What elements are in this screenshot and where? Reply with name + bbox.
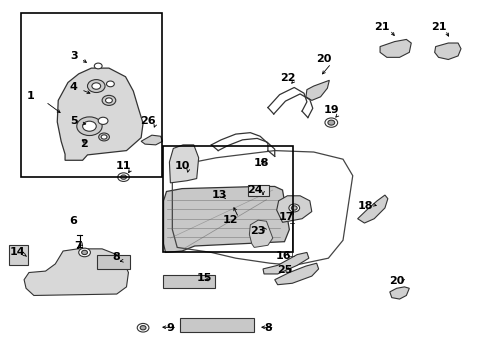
Text: 12: 12: [223, 215, 238, 225]
Circle shape: [101, 135, 107, 139]
Circle shape: [137, 323, 149, 332]
Text: 10: 10: [174, 161, 189, 171]
Text: 2: 2: [80, 139, 87, 149]
Text: 18: 18: [357, 201, 372, 211]
Bar: [9, 244, 28, 265]
Text: 4: 4: [70, 82, 78, 92]
Polygon shape: [357, 195, 387, 223]
Circle shape: [105, 98, 112, 103]
Circle shape: [121, 175, 126, 179]
Text: 9: 9: [166, 323, 174, 333]
Circle shape: [92, 83, 101, 89]
Text: 26: 26: [140, 116, 156, 126]
Text: 18: 18: [253, 158, 269, 168]
Bar: [180, 319, 254, 332]
Polygon shape: [276, 196, 311, 222]
Text: 14: 14: [10, 247, 25, 257]
Circle shape: [291, 206, 297, 210]
Text: 6: 6: [69, 216, 77, 226]
Text: 21: 21: [373, 22, 389, 32]
Circle shape: [327, 120, 334, 125]
Text: 23: 23: [250, 226, 265, 236]
Circle shape: [140, 325, 146, 330]
Circle shape: [325, 118, 337, 127]
Text: 19: 19: [323, 105, 338, 115]
Circle shape: [106, 81, 114, 87]
Bar: [97, 255, 130, 269]
Polygon shape: [263, 252, 308, 274]
Polygon shape: [389, 287, 408, 299]
Polygon shape: [434, 43, 460, 59]
Text: 11: 11: [116, 161, 131, 171]
Circle shape: [81, 250, 87, 255]
Bar: [162, 145, 293, 252]
Text: 3: 3: [70, 51, 78, 61]
Polygon shape: [169, 145, 198, 183]
Text: 17: 17: [278, 212, 293, 221]
Polygon shape: [163, 186, 289, 252]
Polygon shape: [57, 68, 143, 160]
Polygon shape: [24, 249, 128, 296]
Circle shape: [77, 117, 102, 135]
Text: 8: 8: [264, 323, 271, 333]
Polygon shape: [305, 80, 329, 100]
Polygon shape: [249, 220, 272, 247]
Circle shape: [288, 204, 299, 212]
Text: 20: 20: [315, 54, 330, 64]
Polygon shape: [274, 263, 318, 285]
Text: 25: 25: [276, 265, 291, 275]
Text: 15: 15: [197, 273, 212, 283]
Circle shape: [79, 248, 90, 257]
Bar: [248, 185, 268, 196]
Circle shape: [82, 121, 96, 131]
Text: 24: 24: [247, 185, 263, 195]
Text: 20: 20: [388, 276, 404, 286]
Polygon shape: [379, 40, 410, 57]
Circle shape: [99, 133, 109, 141]
Circle shape: [98, 117, 108, 125]
Text: 22: 22: [279, 73, 295, 83]
Circle shape: [87, 80, 105, 93]
Text: 21: 21: [430, 22, 446, 32]
Text: 13: 13: [211, 190, 226, 200]
Circle shape: [118, 173, 129, 181]
Bar: [21, 13, 161, 177]
Text: 16: 16: [275, 251, 291, 261]
Text: 1: 1: [27, 91, 35, 101]
Bar: [162, 275, 215, 288]
Text: 8: 8: [113, 252, 121, 262]
Text: 5: 5: [70, 116, 78, 126]
Circle shape: [94, 63, 102, 69]
Polygon shape: [141, 135, 162, 145]
Text: 7: 7: [74, 241, 81, 251]
Circle shape: [102, 95, 116, 105]
